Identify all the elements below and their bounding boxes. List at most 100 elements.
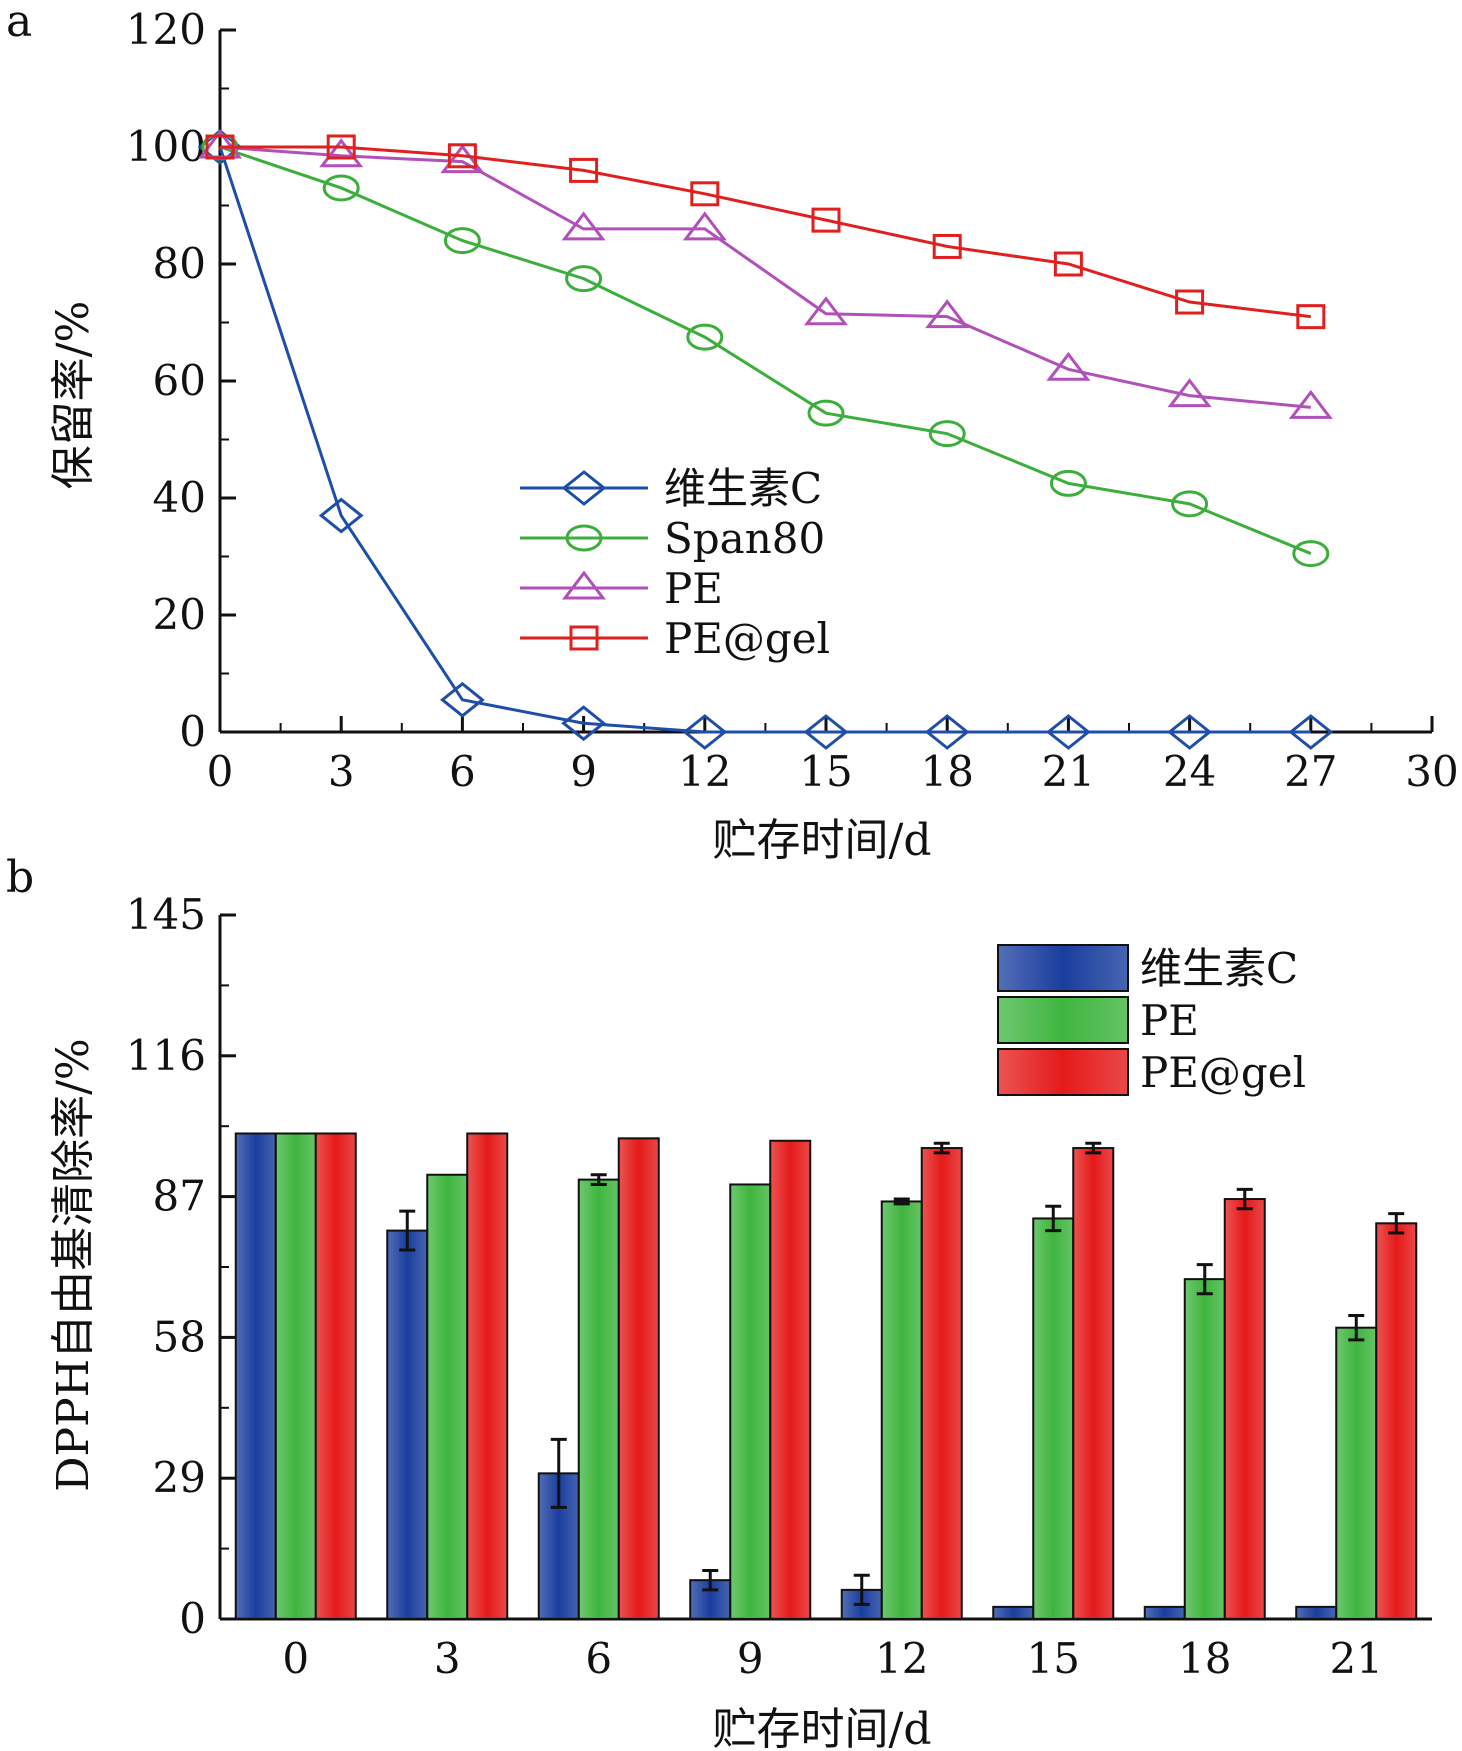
legend-swatch-pe-gel: [997, 1048, 1129, 1096]
bar-pe-gel: [1072, 1147, 1115, 1620]
panel-a-x-axis-title: 贮存时间/d: [713, 815, 932, 866]
data-point-span80: [443, 227, 481, 255]
panel-a-y-axis-title: 保留率/%: [48, 301, 99, 490]
panel-a-y-tick-label: 40: [153, 473, 206, 522]
panel-b-y-axis-title: DPPH自由基清除率/%: [48, 1038, 99, 1492]
legend-marker-span80: [565, 524, 603, 552]
panel-a-x-tick-label: 21: [1042, 747, 1095, 796]
panel-a-series: [197, 129, 1334, 750]
bar-c: [992, 1605, 1035, 1620]
legend-swatch-c: [997, 944, 1129, 992]
panel-a-x-tick-label: 0: [207, 747, 234, 796]
panel-b-x-tick-label: 15: [1027, 1634, 1080, 1683]
bar-pe: [880, 1200, 923, 1621]
data-point-pe: [561, 211, 606, 241]
panel-a-x-tick-label: 15: [799, 747, 852, 796]
legend-marker-c: [561, 470, 607, 506]
panel-a-x-tick-label: 3: [328, 747, 355, 796]
data-point-pe: [1288, 389, 1333, 419]
data-point-c: [1167, 714, 1213, 750]
data-point-c: [439, 681, 485, 718]
panel-b-y-tick-label: 58: [153, 1312, 206, 1361]
panel-a-label: a: [6, 0, 32, 47]
panel-b-x-axis-title: 贮存时间/d: [713, 1704, 932, 1751]
legend-label-pe-gel: PE@gel: [664, 614, 830, 663]
bar-pe: [1032, 1217, 1075, 1620]
panel-b-y-tick-label: 87: [153, 1172, 206, 1221]
legend-label-pe-gel: PE@gel: [1140, 1048, 1306, 1097]
data-point-pe: [1167, 378, 1212, 408]
data-point-pe-gel: [1053, 251, 1083, 277]
data-point-c: [1045, 714, 1091, 750]
panel-b-x-tick-label: 3: [434, 1634, 461, 1683]
data-point-pe-gel: [690, 181, 720, 207]
data-point-span80: [322, 174, 360, 202]
data-point-span80: [1171, 490, 1209, 518]
panel-b-bars: [234, 1132, 1418, 1621]
panel-a-x-tick-label: 12: [678, 747, 731, 796]
bar-pe: [729, 1183, 772, 1620]
panel-a-y-tick-label: 0: [179, 707, 206, 756]
data-point-span80: [928, 420, 966, 448]
data-point-pe-gel: [569, 157, 599, 183]
data-point-span80: [686, 323, 724, 351]
panel-a-x-tick-label: 27: [1284, 747, 1337, 796]
panel-b-x-tick-label: 12: [875, 1634, 928, 1683]
panel-a-axes: 0 20 40 60 80 100 120 0 3 6 9 12 15 18 21 24 27 30: [126, 5, 1459, 796]
panel-b-x-tick-label: 6: [585, 1634, 612, 1683]
legend-label-c: 维生素C: [664, 464, 822, 513]
data-point-pe-gel: [205, 134, 235, 160]
panel-a-y-tick-label: 80: [153, 239, 206, 288]
panel-a-y-tick-label: 20: [153, 590, 206, 639]
panel-a-y-tick-label: 60: [153, 356, 206, 405]
data-point-pe: [803, 296, 849, 326]
series-line-pe: [219, 145, 1311, 409]
legend-label-c: 维生素C: [1140, 944, 1298, 993]
data-point-span80: [565, 265, 603, 293]
panel-b-y-tick-label: 116: [126, 1031, 206, 1080]
panel-b-x-tick-label: 21: [1330, 1634, 1383, 1683]
bar-c: [1295, 1605, 1338, 1620]
bar-c: [386, 1229, 429, 1620]
data-point-pe-gel: [1175, 289, 1205, 315]
panel-a-x-tick-label: 9: [570, 747, 597, 796]
panel-b-x-tick-label: 9: [737, 1634, 764, 1683]
data-point-pe: [1046, 351, 1091, 381]
data-point-pe: [440, 144, 485, 174]
bar-pe-gel: [617, 1137, 660, 1620]
panel-b-y-tick-label: 29: [153, 1453, 206, 1502]
data-point-c: [924, 714, 970, 750]
data-point-c: [803, 714, 849, 750]
legend-label-pe: PE: [664, 564, 723, 613]
data-point-span80: [1049, 469, 1087, 497]
data-point-c: [318, 497, 364, 534]
data-point-pe-gel: [932, 233, 962, 259]
panel-b-x-tick-label: 0: [282, 1634, 309, 1683]
bar-pe: [1183, 1278, 1226, 1620]
legend-marker-pe: [561, 570, 607, 600]
legend-label-span80: Span80: [664, 514, 825, 563]
series-line-c: [218, 146, 1311, 734]
panel-a-x-tick-label: 24: [1163, 747, 1216, 796]
bar-pe-gel: [466, 1132, 509, 1621]
panel-a-line-chart: a 0 20 40 60 80 100 120 0 3 6 9 12 15 18 21 24 27 30 贮存时间…: [6, 0, 1459, 866]
panel-b-x-tick-label: 18: [1178, 1634, 1231, 1683]
legend-swatch-pe: [997, 996, 1129, 1044]
bar-pe-gel: [769, 1139, 812, 1620]
panel-a-y-tick-label: 100: [126, 122, 206, 171]
panel-a-y-tick-label: 120: [126, 5, 206, 54]
data-point-pe: [925, 299, 970, 329]
data-point-pe-gel: [1296, 304, 1326, 330]
data-point-pe: [319, 138, 364, 168]
panel-b-y-tick-label: 0: [179, 1594, 206, 1643]
panel-b-y-tick-label: 145: [126, 890, 206, 939]
legend-label-pe: PE: [1140, 996, 1199, 1045]
panel-a-x-tick-label: 18: [920, 747, 973, 796]
panel-a-x-tick-label: 30: [1405, 747, 1458, 796]
data-point-pe-gel: [326, 134, 356, 160]
data-point-pe-gel: [811, 207, 841, 233]
data-point-pe-gel: [447, 143, 477, 169]
